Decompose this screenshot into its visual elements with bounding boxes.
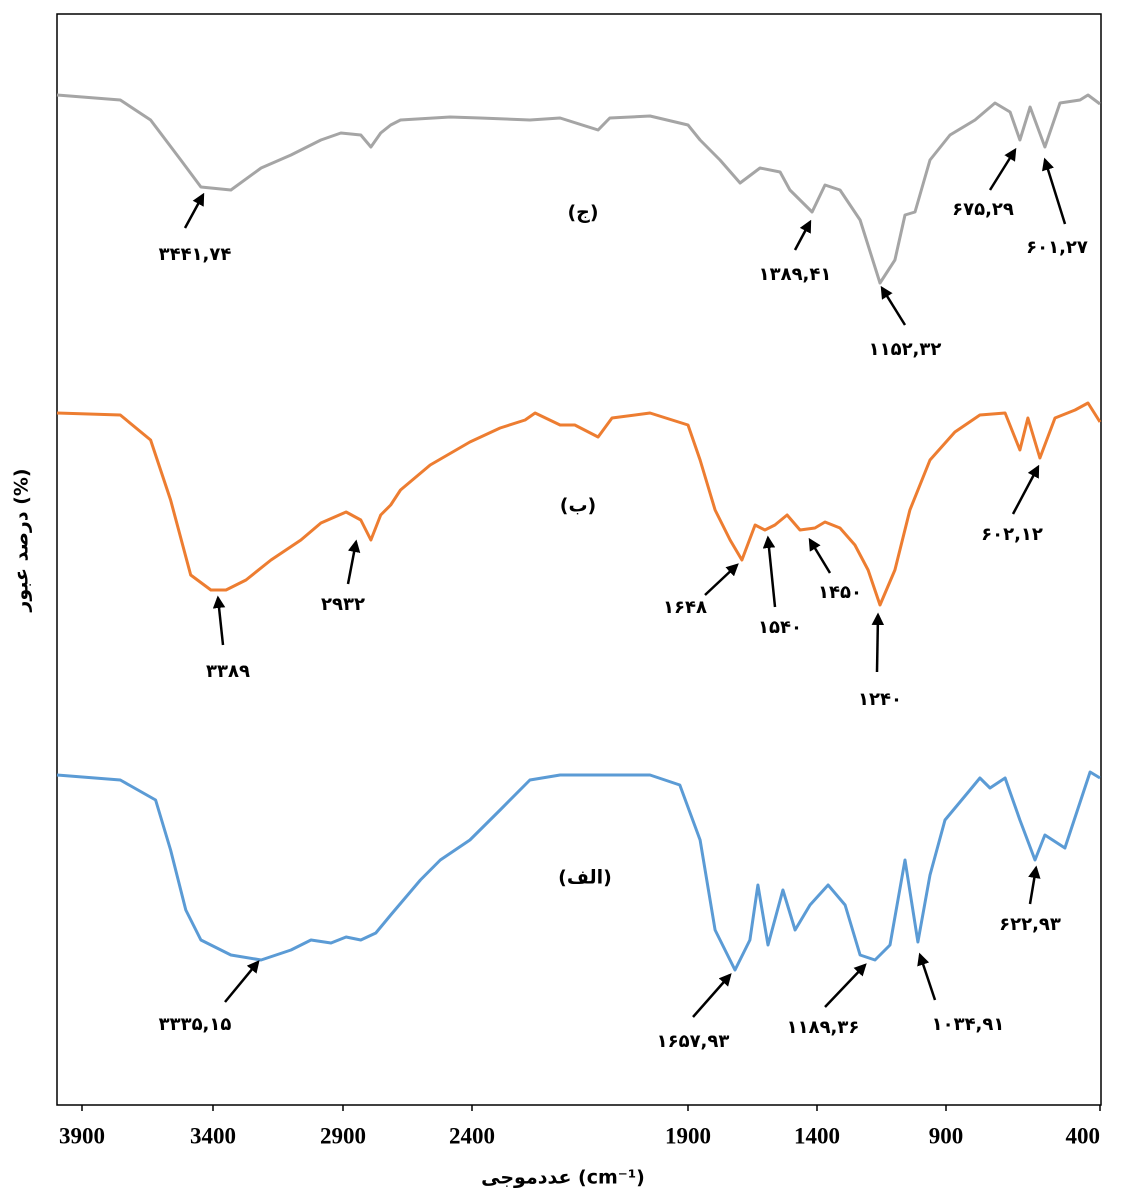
annotation: ۱۲۴۰ xyxy=(858,689,902,710)
annotation-arrow xyxy=(183,192,205,229)
annotation: ۶۰۱,۲۷ xyxy=(1026,237,1088,258)
annotation: ۳۳۳۵,۱۵ xyxy=(159,1014,232,1035)
annotation-arrow xyxy=(762,535,777,608)
annotation-arrow xyxy=(704,563,739,596)
curve-label: (الف) xyxy=(558,867,612,889)
annotation: ۳۳۸۹ xyxy=(206,661,250,682)
annotation-arrow xyxy=(824,963,867,1008)
annotation: ۱۳۸۹,۴۱ xyxy=(759,264,832,285)
annotation-arrow xyxy=(793,219,812,251)
annotation: ۱۵۴۰ xyxy=(758,617,802,638)
annotation: ۱۶۵۷,۹۳ xyxy=(657,1031,730,1052)
annotation-arrow xyxy=(224,960,260,1003)
annotation: ۱۴۵۰ xyxy=(818,582,862,603)
annotation: ۳۴۴۱,۷۴ xyxy=(159,244,232,265)
annotation: ۶۰۲,۱۲ xyxy=(981,524,1043,545)
annotation-arrow xyxy=(1011,464,1040,515)
x-axis-label: عددموجی (cm⁻¹) xyxy=(481,1167,645,1189)
x-tick-label: 2900 xyxy=(320,1123,366,1148)
annotation: ۱۱۸۹,۳۶ xyxy=(787,1017,860,1038)
annotation: ۲۹۳۲ xyxy=(321,594,365,615)
x-tick-label: 1900 xyxy=(665,1123,711,1148)
curve-label: (ب) xyxy=(560,495,596,517)
plot-frame xyxy=(56,13,1102,1106)
annotation-arrow xyxy=(1028,865,1041,905)
annotation-arrow xyxy=(1042,157,1067,225)
x-tick-label: 3900 xyxy=(59,1123,105,1148)
annotation-arrow xyxy=(988,147,1017,191)
annotation-arrow xyxy=(880,285,907,326)
x-tick-label: 3400 xyxy=(190,1123,236,1148)
curve-label: (ج) xyxy=(567,202,598,224)
annotation: ۶۷۵,۲۹ xyxy=(952,199,1014,220)
annotation: ۱۶۴۸ xyxy=(663,597,707,618)
x-tick-label: 1400 xyxy=(794,1123,840,1148)
x-tick-label: 400 xyxy=(1066,1123,1101,1148)
annotation-arrow xyxy=(212,595,226,646)
annotation-arrow xyxy=(692,973,732,1018)
x-tick-label: 900 xyxy=(929,1123,964,1148)
spectrum-line xyxy=(56,93,1101,285)
annotation-arrow xyxy=(871,612,885,673)
annotation-arrow xyxy=(917,952,937,1001)
annotation-arrow xyxy=(346,539,361,585)
x-tick-label: 2400 xyxy=(449,1123,495,1148)
annotation: ۶۲۲,۹۳ xyxy=(999,914,1061,935)
spectrum-line xyxy=(56,770,1101,972)
y-axis-label: درصد عبور (%) xyxy=(11,468,33,612)
annotation-arrow xyxy=(808,537,832,574)
spectrum-line xyxy=(56,401,1102,607)
annotation: ۱۱۵۲,۳۲ xyxy=(869,339,942,360)
annotation: ۱۰۳۴,۹۱ xyxy=(932,1014,1005,1035)
